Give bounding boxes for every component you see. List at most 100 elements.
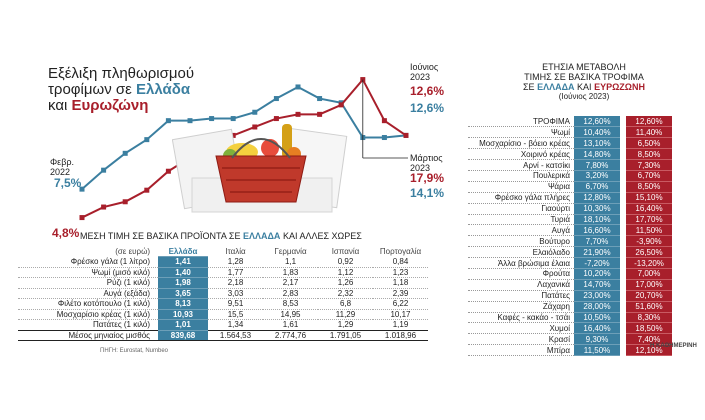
- annual-subtitle: (Ιούνιος 2023): [558, 92, 610, 101]
- food-name: Αρνί - κατσίκι: [468, 159, 574, 171]
- source-note: ΠΗΓΗ: Eurostat, Numbeo: [100, 348, 168, 354]
- greece-change: -7,20%: [574, 257, 620, 269]
- price-cell: 1,18: [373, 277, 428, 289]
- greece-change: 23,00%: [574, 290, 620, 302]
- greece-last-value: 12,6%: [410, 101, 445, 115]
- annual-title-greece: ΕΛΛΑΔΑ: [537, 82, 575, 92]
- eurozone-change: 8,50%: [626, 181, 672, 193]
- price-cell: 2,32: [318, 288, 373, 299]
- annual-row: Μοσχαρίσιο - βόειο κρέας 13,10% 6,50%: [468, 137, 672, 150]
- annual-row: Φρέσκο γάλα πλήρες 12,80% 15,10%: [468, 192, 672, 204]
- product-name: Ρύζι (1 κιλό): [18, 277, 158, 289]
- prices-row: Πατάτες (1 κιλό) 1,01 1,34 1,61 1,29 1,19: [18, 319, 428, 331]
- prices-header: Ελλάδα: [158, 246, 208, 257]
- greece-change: 14,80%: [574, 148, 620, 161]
- greece-point: [101, 167, 107, 173]
- price-cell: 1,26: [318, 277, 373, 289]
- eurozone-change: 11,40%: [626, 126, 672, 139]
- prices-table: (σε ευρώ) Ελλάδα Ιταλία Γερμανία Ισπανία…: [18, 246, 428, 341]
- eurozone-point: [317, 111, 323, 117]
- prices-row: Ρύζι (1 κιλό) 1,98 2,18 2,17 1,26 1,18: [18, 277, 428, 289]
- price-cell: 14,95: [263, 309, 318, 320]
- price-cell: 1,19: [373, 319, 428, 331]
- product-name: Φιλέτο κοτόπουλο (1 κιλό): [18, 298, 158, 310]
- annual-row: Ελαιόλαδο 21,90% 26,50%: [468, 246, 672, 259]
- annual-row: Πατάτες 23,00% 20,70%: [468, 290, 672, 302]
- greece-peak-value: 14,1%: [410, 186, 445, 200]
- price-cell: 1,1: [263, 256, 318, 268]
- annual-row: Χοιρινό κρέας 14,80% 8,50%: [468, 148, 672, 161]
- prices-row: Φιλέτο κοτόπουλο (1 κιλό) 8,13 9,51 8,53 6,8…: [18, 298, 428, 310]
- price-cell: 0,92: [318, 256, 373, 268]
- price-cell: 1,23: [373, 267, 428, 278]
- annual-row: Κρασί 9,30% 7,40%: [468, 333, 672, 346]
- greece-change: 7,80%: [574, 159, 620, 171]
- price-cell: 1,98: [158, 277, 208, 289]
- prices-title-greece: ΕΛΛΑΔΑ: [242, 231, 281, 241]
- title-line-2: τροφίμων σε Ελλάδα: [48, 82, 194, 98]
- product-name: Ψωμί (μισό κιλό): [18, 267, 158, 278]
- eurozone-change: -13,20%: [626, 257, 672, 269]
- greece-change: 11,50%: [574, 344, 620, 357]
- eurozone-point: [122, 199, 128, 205]
- title-text: τροφίμων σε: [48, 81, 136, 98]
- price-cell: 9,51: [208, 298, 263, 310]
- eurozone-point: [101, 204, 107, 210]
- prices-row: Μοσχαρίσιο κρέας (1 κιλό) 10,93 15,5 14,95 1…: [18, 309, 428, 320]
- price-cell: 839,68: [158, 329, 208, 341]
- annual-title-text: ΣΕ: [522, 82, 538, 92]
- food-name: Φρέσκο γάλα πλήρες: [468, 192, 574, 204]
- price-cell: 6,22: [373, 298, 428, 310]
- eurozone-change: 26,50%: [626, 246, 672, 259]
- greece-change: 10,20%: [574, 268, 620, 280]
- food-name: Ζάχαρη: [468, 301, 574, 313]
- price-cell: 0,84: [373, 256, 428, 268]
- annual-row: Λαχανικά 14,70% 17,00%: [468, 279, 672, 291]
- product-name: Πατάτες (1 κιλό): [18, 319, 158, 331]
- food-name: ΤΡΟΦΙΜΑ: [468, 116, 574, 128]
- greece-change: 14,70%: [574, 279, 620, 291]
- food-name: Ψωμί: [468, 126, 574, 139]
- eurozone-line: [81, 77, 407, 219]
- prices-header: (σε ευρώ): [115, 246, 150, 256]
- greece-point: [273, 96, 279, 102]
- eurozone-last-value: 12,6%: [410, 84, 445, 98]
- greece-change: 21,90%: [574, 246, 620, 259]
- food-name: Καφές - κακάο - τσάι: [468, 312, 574, 324]
- food-name: Αυγά: [468, 224, 574, 237]
- eurozone-change: 6,50%: [626, 137, 672, 150]
- price-cell: 11,29: [318, 309, 373, 320]
- greece-point: [230, 116, 236, 122]
- price-cell: 1,29: [318, 319, 373, 331]
- shopping-basket-icon: [172, 124, 348, 213]
- eurozone-change: 16,40%: [626, 203, 672, 215]
- greece-change: 16,60%: [574, 224, 620, 237]
- annual-title-text: ΚΑΙ: [574, 82, 595, 92]
- food-name: Μοσχαρίσιο - βόειο κρέας: [468, 137, 574, 150]
- price-cell: 1,77: [208, 267, 263, 278]
- prices-title-text: ΜΕΣΗ ΤΙΜΗ ΣΕ ΒΑΣΙΚΑ ΠΡΟΪΟΝΤΑ ΣΕ: [80, 231, 243, 241]
- eurozone-change: -3,90%: [626, 235, 672, 248]
- title-greece: Ελλάδα: [136, 81, 191, 98]
- eurozone-point: [295, 111, 301, 117]
- annual-change-table: ΤΡΟΦΙΜΑ 12,60% 12,60% Ψωμί 10,40% 11,40% Μοσχα…: [468, 116, 672, 357]
- price-cell: 3,65: [158, 288, 208, 299]
- greece-point: [252, 109, 258, 115]
- annual-title-line: ΕΤΗΣΙΑ ΜΕΤΑΒΟΛΗ: [542, 62, 626, 72]
- eurozone-point: [144, 187, 150, 193]
- eurozone-change: 7,40%: [626, 333, 672, 346]
- food-name: Πατάτες: [468, 290, 574, 302]
- annual-row: Μπίρα 11,50% 12,10%: [468, 344, 672, 357]
- eurozone-point: [338, 102, 344, 108]
- greece-point: [79, 186, 85, 192]
- greece-point: [187, 118, 193, 124]
- greece-point: [122, 150, 128, 156]
- title-eurozone: Ευρωζώνη: [71, 97, 149, 114]
- food-name: Μπίρα: [468, 344, 574, 357]
- price-cell: 1.791,05: [318, 329, 373, 341]
- food-name: Ελαιόλαδο: [468, 246, 574, 259]
- annual-row: ΤΡΟΦΙΜΑ 12,60% 12,60%: [468, 116, 672, 128]
- food-name: Χοιρινό κρέας: [468, 148, 574, 161]
- greece-point: [209, 116, 215, 122]
- prices-table-title: ΜΕΣΗ ΤΙΜΗ ΣΕ ΒΑΣΙΚΑ ΠΡΟΪΟΝΤΑ ΣΕ ΕΛΛΑΔΑ Κ…: [80, 231, 362, 241]
